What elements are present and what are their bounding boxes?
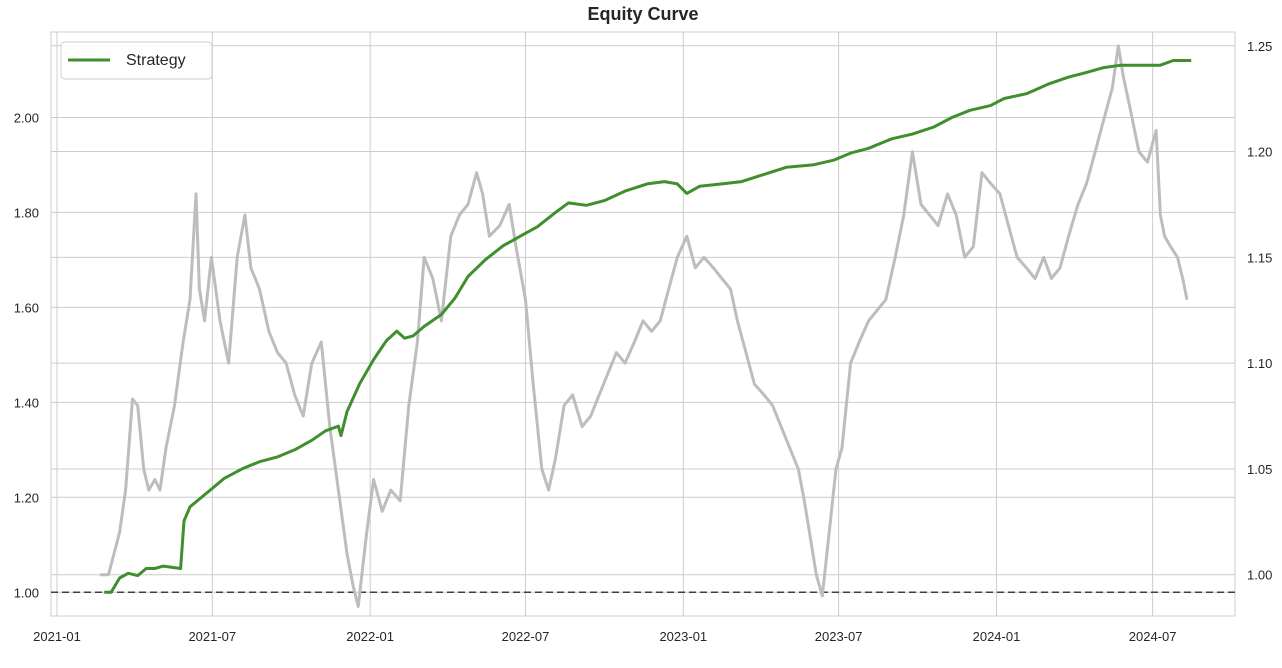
right-y-tick-label: 1.15 bbox=[1247, 250, 1272, 265]
series-line-benchmark bbox=[99, 44, 1189, 608]
left-y-tick-label: 1.60 bbox=[14, 300, 39, 315]
x-tick-label: 2024-07 bbox=[1129, 629, 1177, 644]
right-y-tick-label: 1.25 bbox=[1247, 39, 1272, 54]
x-tick-label: 2022-01 bbox=[346, 629, 394, 644]
x-tick-label: 2022-07 bbox=[502, 629, 550, 644]
x-tick-label: 2023-01 bbox=[659, 629, 707, 644]
right-y-tick-label: 1.10 bbox=[1247, 356, 1272, 371]
x-tick-label: 2024-01 bbox=[973, 629, 1021, 644]
series-line-strategy bbox=[104, 59, 1192, 594]
right-y-tick-label: 1.05 bbox=[1247, 462, 1272, 477]
right-y-tick-label: 1.00 bbox=[1247, 568, 1272, 583]
left-y-tick-label: 1.80 bbox=[14, 205, 39, 220]
left-y-tick-label: 1.40 bbox=[14, 395, 39, 410]
x-tick-label: 2023-07 bbox=[815, 629, 863, 644]
x-tick-label: 2021-07 bbox=[188, 629, 236, 644]
left-y-axis-ticks: 1.00 1.20 1.40 1.60 1.80 2.00 bbox=[14, 110, 39, 600]
legend-box bbox=[60, 41, 213, 80]
legend-label-strategy: Strategy bbox=[126, 52, 186, 69]
legend: Strategy bbox=[60, 41, 213, 80]
left-y-tick-label: 2.00 bbox=[14, 110, 39, 125]
left-y-tick-label: 1.20 bbox=[14, 490, 39, 505]
chart-title: Equity Curve bbox=[587, 4, 698, 24]
left-y-tick-label: 1.00 bbox=[14, 585, 39, 600]
plot-area bbox=[50, 31, 1236, 617]
right-y-axis-ticks: 1.00 1.05 1.10 1.15 1.20 1.25 bbox=[1247, 39, 1272, 583]
right-y-tick-label: 1.20 bbox=[1247, 145, 1272, 160]
x-axis-ticks: 2021-01 2021-07 2022-01 2022-07 2023-01 2023-… bbox=[33, 629, 1176, 644]
x-tick-label: 2021-01 bbox=[33, 629, 81, 644]
grid bbox=[51, 32, 1235, 616]
